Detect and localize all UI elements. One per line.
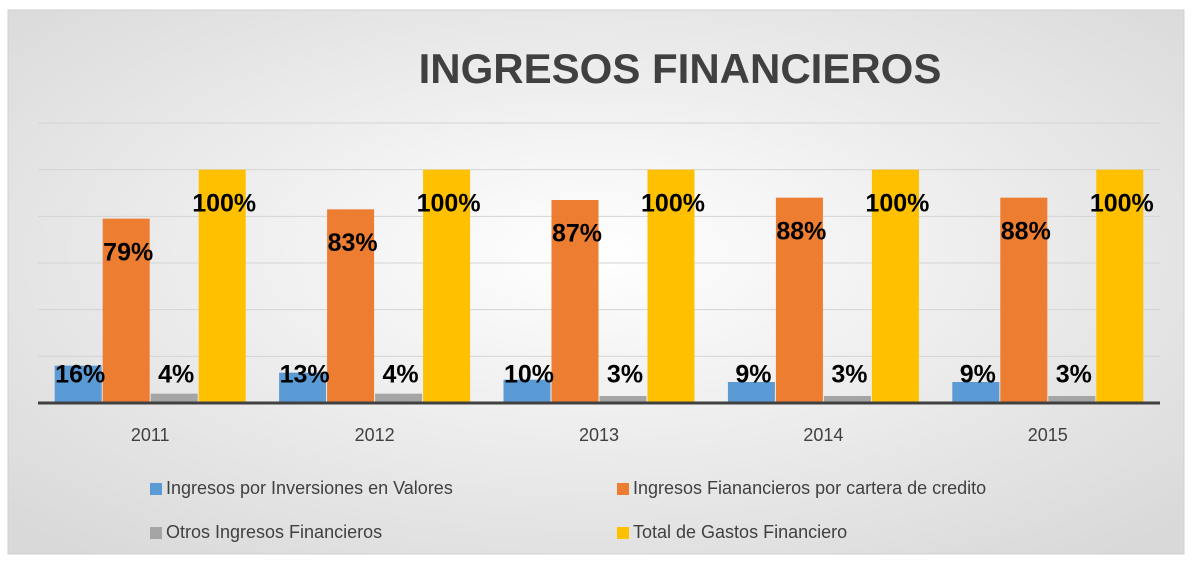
x-tick-label: 2015 [1028, 425, 1068, 445]
data-label: 100% [417, 189, 481, 217]
bar [1000, 197, 1048, 403]
bar [1048, 396, 1096, 403]
legend-swatch [150, 483, 162, 495]
legend-label: Ingresos por Inversiones en Valores [166, 478, 453, 498]
data-label: 88% [776, 217, 826, 245]
data-label: 88% [1001, 217, 1051, 245]
bar [1096, 169, 1144, 403]
data-label: 83% [328, 229, 378, 257]
bar [551, 200, 599, 403]
bar [279, 372, 327, 403]
bar [423, 169, 471, 403]
bar [150, 393, 198, 403]
data-label: 9% [960, 361, 996, 389]
bar [647, 169, 695, 403]
data-label: 100% [865, 189, 929, 217]
bar [375, 393, 423, 403]
bar [952, 382, 1000, 403]
data-label: 16% [55, 361, 105, 389]
bar [599, 396, 647, 403]
legend-swatch [617, 483, 629, 495]
x-tick-label: 2013 [579, 425, 619, 445]
bar [198, 169, 246, 403]
legend-swatch [617, 527, 629, 539]
data-label: 100% [641, 189, 705, 217]
data-label: 4% [383, 361, 419, 389]
data-label: 4% [158, 361, 194, 389]
legend-swatch [150, 527, 162, 539]
chart-title: INGRESOS FINANCIEROS [419, 45, 942, 92]
bar [727, 382, 775, 403]
bar [823, 396, 871, 403]
bar [871, 169, 919, 403]
data-label: 10% [504, 361, 554, 389]
bar [775, 197, 823, 403]
data-label: 9% [735, 361, 771, 389]
legend-label: Ingresos Fianancieros por cartera de cre… [633, 478, 986, 498]
data-label: 100% [192, 189, 256, 217]
data-label: 3% [831, 361, 867, 389]
data-label: 3% [1056, 361, 1092, 389]
legend-label: Otros Ingresos Financieros [166, 522, 382, 542]
data-label: 100% [1090, 189, 1154, 217]
bar [327, 209, 375, 403]
x-tick-label: 2014 [803, 425, 843, 445]
legend-label: Total de Gastos Financiero [633, 522, 847, 542]
bar [102, 218, 150, 403]
bar [503, 379, 551, 403]
bar [54, 365, 102, 403]
data-label: 3% [607, 361, 643, 389]
data-label: 87% [552, 220, 602, 248]
data-label: 79% [103, 238, 153, 266]
x-tick-label: 2011 [131, 425, 170, 445]
x-tick-label: 2012 [355, 425, 395, 445]
data-label: 13% [280, 361, 330, 389]
